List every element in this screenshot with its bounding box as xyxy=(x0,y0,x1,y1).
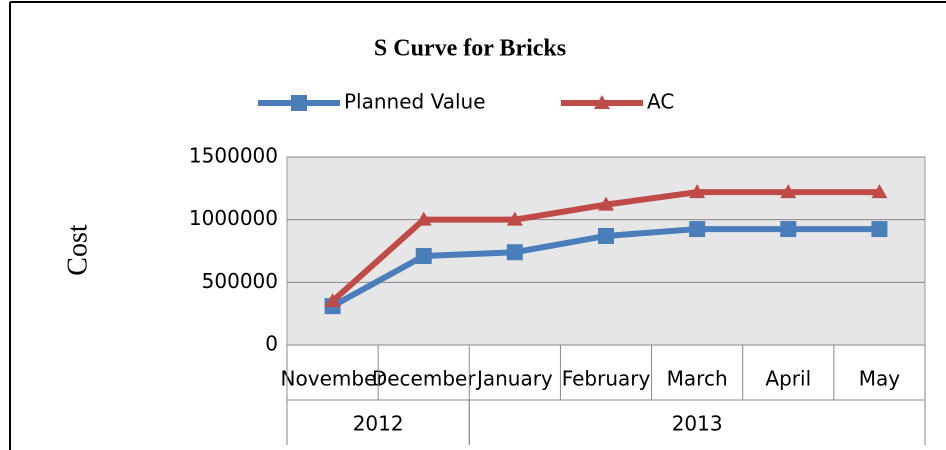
x-tick-label: May xyxy=(859,367,901,391)
chart-title: S Curve for Bricks xyxy=(374,36,566,62)
point xyxy=(594,95,610,109)
x-tick-label: November xyxy=(281,367,386,391)
y-tick-label: 1000000 xyxy=(189,206,278,230)
x-tick-label: January xyxy=(475,367,553,391)
point xyxy=(689,221,706,238)
legend-label: Planned Value xyxy=(344,90,486,114)
point xyxy=(598,196,614,211)
point xyxy=(871,221,888,238)
legend-label: AC xyxy=(647,90,674,114)
x-tick-label: December xyxy=(372,367,476,391)
point xyxy=(689,184,706,199)
x-tick-label: March xyxy=(667,367,728,391)
x-tick-label: April xyxy=(765,367,811,391)
point xyxy=(780,221,797,238)
x-group-label: 2012 xyxy=(353,412,404,436)
y-tick-label: 1500000 xyxy=(189,144,278,168)
point xyxy=(506,244,523,261)
point xyxy=(780,184,797,199)
point xyxy=(291,95,307,111)
point xyxy=(871,184,888,199)
x-group-label: 2013 xyxy=(672,412,723,436)
point xyxy=(598,227,614,244)
y-axis-label: Cost xyxy=(62,224,93,276)
y-tick-label: 0 xyxy=(265,332,278,356)
plot-area xyxy=(286,156,926,346)
point xyxy=(506,211,523,226)
point xyxy=(415,248,432,265)
x-tick-label: February xyxy=(562,367,651,391)
point xyxy=(415,211,432,226)
y-tick-label: 500000 xyxy=(202,269,278,293)
point xyxy=(324,293,341,308)
